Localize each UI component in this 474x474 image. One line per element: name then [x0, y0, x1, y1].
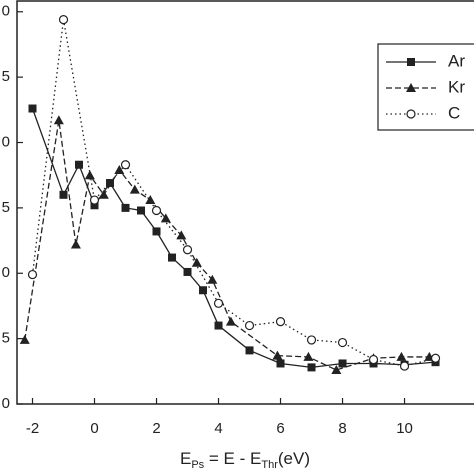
x-tick-label: -2 [26, 420, 39, 437]
marker [89, 195, 100, 205]
y-tick-label: 0 [2, 395, 10, 412]
marker [176, 230, 187, 240]
marker [106, 179, 115, 188]
series-line [31, 19, 436, 367]
marker [90, 201, 99, 210]
x-axis-label: EPs = E - EThr(eV) [180, 449, 310, 470]
legend-label: Kr [448, 77, 465, 96]
plot-frame [16, 0, 474, 405]
marker [114, 164, 125, 174]
legend-label: Ar [448, 51, 465, 70]
y-tick-label: 5 [2, 199, 10, 216]
marker [244, 320, 255, 331]
marker [168, 253, 177, 262]
marker [306, 335, 317, 345]
marker [58, 15, 69, 25]
legend-box [377, 43, 474, 131]
marker [199, 286, 208, 295]
x-tick-label: 8 [338, 420, 346, 437]
series-line [31, 108, 436, 369]
x-tick-label: 0 [90, 420, 98, 437]
marker [19, 334, 30, 344]
marker [275, 317, 286, 327]
x-tick-label: 4 [214, 420, 222, 437]
marker [276, 359, 285, 368]
marker [152, 227, 161, 236]
marker [396, 351, 407, 361]
marker [27, 269, 38, 280]
marker [331, 365, 342, 375]
marker [225, 316, 236, 326]
legend-marker [406, 109, 416, 119]
marker [337, 337, 348, 348]
legend-label: C [448, 103, 460, 122]
marker [59, 190, 68, 199]
marker [28, 104, 37, 113]
marker [129, 184, 140, 194]
marker [191, 257, 202, 267]
marker [98, 189, 109, 199]
y-tick-label: 0 [2, 264, 10, 281]
marker [121, 203, 130, 212]
y-tick-label: 0 [2, 133, 10, 150]
marker [307, 363, 316, 372]
y-tick-label: 0 [2, 3, 10, 20]
y-tick-label: 5 [2, 68, 10, 85]
marker [272, 350, 283, 360]
marker [151, 205, 162, 216]
legend-marker [406, 83, 416, 92]
marker [213, 298, 224, 308]
marker [245, 346, 254, 355]
marker [70, 239, 81, 249]
marker [430, 353, 441, 363]
marker [338, 359, 347, 368]
marker [303, 351, 314, 361]
marker [120, 160, 131, 170]
marker [399, 361, 410, 371]
x-tick-label: 6 [276, 420, 284, 437]
marker [182, 245, 193, 255]
marker [137, 206, 146, 215]
x-tick-label: 10 [396, 420, 413, 437]
marker [53, 115, 64, 125]
marker [207, 274, 218, 284]
x-tick-label: 2 [152, 420, 160, 437]
legend: Ar Kr C [377, 43, 474, 131]
marker [214, 321, 223, 330]
marker [368, 354, 379, 365]
y-tick-label: 5 [2, 330, 10, 347]
marker [183, 267, 192, 276]
marker [145, 195, 156, 205]
marker [75, 160, 84, 169]
legend-marker [407, 58, 415, 66]
